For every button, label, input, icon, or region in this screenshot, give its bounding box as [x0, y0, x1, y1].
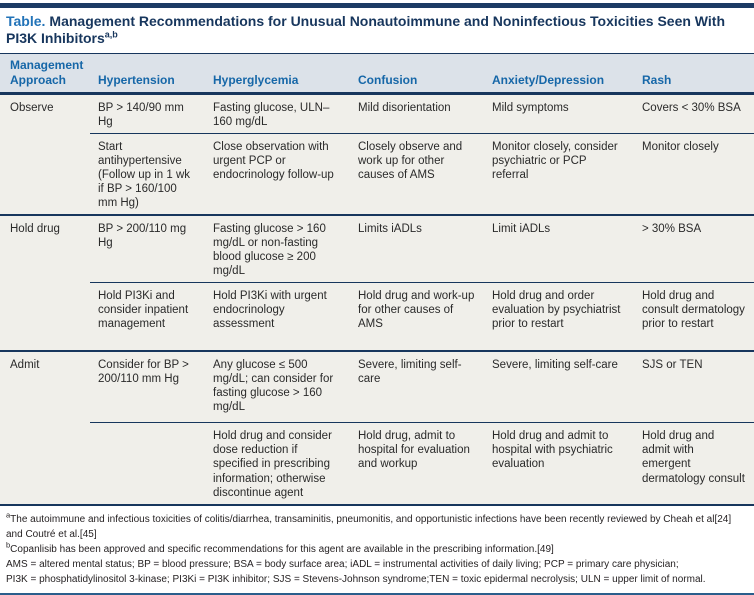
column-header-hyperglycemia: Hyperglycemia [205, 53, 350, 96]
top-accent-bar [0, 3, 754, 8]
table-cell: Any glucose ≤ 500 mg/dL; can consider fo… [205, 349, 350, 423]
abbreviations-line-2: PI3K = phosphatidylinositol 3-kinase; PI… [6, 572, 746, 587]
bottom-rule [0, 592, 754, 595]
table-title-superscript: a,b [104, 28, 118, 39]
table-title-text: Management Recommendations for Unusual N… [6, 13, 725, 46]
table-cell: Hold PI3Ki with urgent endocrinology ass… [205, 282, 350, 351]
column-header-rash: Rash [634, 53, 754, 96]
header-row: Management Approach Hypertension Hypergl… [0, 53, 754, 96]
row-admit-1: Admit Consider for BP > 200/110 mm Hg An… [0, 349, 754, 505]
table-cell: Severe, limiting self-care [350, 349, 484, 423]
footnote-b-text: Copanlisib has been approved and specifi… [10, 543, 554, 555]
table-cell: Consider for BP > 200/110 mm Hg [90, 349, 205, 423]
footnote-b: bCopanlisib has been approved and specif… [6, 540, 746, 557]
table-cell: Limits iADLs [350, 214, 484, 283]
table-title-label: Table. [6, 13, 46, 29]
table-cell: SJS or TEN [634, 349, 754, 423]
table-cell [90, 422, 205, 505]
table-cell: Hold drug and work-up for other causes o… [350, 282, 484, 351]
footnotes: aThe autoimmune and infectious toxicitie… [0, 505, 754, 591]
column-header-management-approach: Management Approach [0, 53, 90, 96]
management-recommendations-table: Management Approach Hypertension Hypergl… [0, 53, 754, 506]
abbreviations-text-1: AMS = altered mental status; BP = blood … [6, 558, 679, 570]
abbreviations-text-2: PI3K = phosphatidylinositol 3-kinase; PI… [6, 573, 706, 585]
footnote-a-superscript: a [6, 510, 11, 520]
column-header-hypertension: Hypertension [90, 53, 205, 96]
table-cell: > 30% BSA [634, 214, 754, 283]
table-cell: Mild symptoms [492, 102, 569, 115]
footnote-b-superscript: b [6, 540, 11, 550]
table-cell: BP > 200/110 mg Hg [90, 214, 205, 283]
footnote-a-text: The autoimmune and infectious toxicities… [6, 513, 732, 540]
table-cell: Hold drug and consider dose reduction if… [205, 422, 350, 505]
footnote-a: aThe autoimmune and infectious toxicitie… [6, 510, 746, 542]
table-cell: Monitor closely [634, 133, 754, 216]
approach-cell-admit: Admit [0, 349, 90, 505]
table-cell: BP > 140/90 mm Hg [98, 102, 184, 129]
row-admit-2: Hold drug and consider dose reduction if… [0, 422, 754, 505]
table-cell: Severe, limiting self-care [484, 349, 634, 423]
table-cell: Hold drug and order evaluation by psychi… [484, 282, 634, 351]
table-cell: Fasting glucose, ULN–160 mg/dL [213, 102, 330, 129]
abbreviations-line-1: AMS = altered mental status; BP = blood … [6, 557, 746, 572]
approach-cell-observe: Observe [10, 102, 54, 115]
table-cell: Hold drug and admit with emergent dermat… [634, 422, 754, 505]
column-header-anxiety-depression: Anxiety/Depression [484, 53, 634, 96]
table-cell: Hold PI3Ki and consider inpatient manage… [90, 282, 205, 351]
table-cell: Covers < 30% BSA [642, 102, 741, 115]
table-cell: Monitor closely, consider psychiatric or… [484, 133, 634, 216]
table-cell: Closely observe and work up for other ca… [350, 133, 484, 216]
row-observe-1: Observe BP > 140/90 mm Hg Fasting glucos… [0, 94, 754, 134]
column-header-confusion: Confusion [350, 53, 484, 96]
table-cell: Limit iADLs [484, 214, 634, 283]
row-observe-2: Start antihypertensive (Follow up in 1 w… [0, 133, 754, 216]
table-cell: Hold drug and admit to hospital with psy… [484, 422, 634, 505]
approach-cell-hold-drug: Hold drug [0, 214, 90, 351]
row-hold-drug-1: Hold drug BP > 200/110 mg Hg Fasting glu… [0, 214, 754, 351]
table-cell: Mild disorientation [358, 102, 451, 115]
table-cell: Start antihypertensive (Follow up in 1 w… [90, 133, 205, 216]
table-cell: Hold drug and consult dermatology prior … [634, 282, 754, 351]
table-cell: Fasting glucose > 160 mg/dL or non-fasti… [205, 214, 350, 283]
table-title: Table. Management Recommendations for Unu… [0, 8, 740, 53]
table-cell: Hold drug, admit to hospital for evaluat… [350, 422, 484, 505]
row-hold-drug-2: Hold PI3Ki and consider inpatient manage… [0, 282, 754, 351]
table-cell: Close observation with urgent PCP or end… [205, 133, 350, 216]
